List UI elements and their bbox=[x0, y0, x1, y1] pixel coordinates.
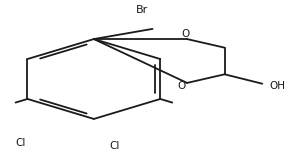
Text: Cl: Cl bbox=[16, 138, 26, 148]
Text: OH: OH bbox=[270, 81, 286, 91]
Text: O: O bbox=[177, 81, 185, 91]
Text: Br: Br bbox=[136, 5, 148, 15]
Text: O: O bbox=[182, 29, 190, 39]
Text: Cl: Cl bbox=[109, 141, 119, 151]
